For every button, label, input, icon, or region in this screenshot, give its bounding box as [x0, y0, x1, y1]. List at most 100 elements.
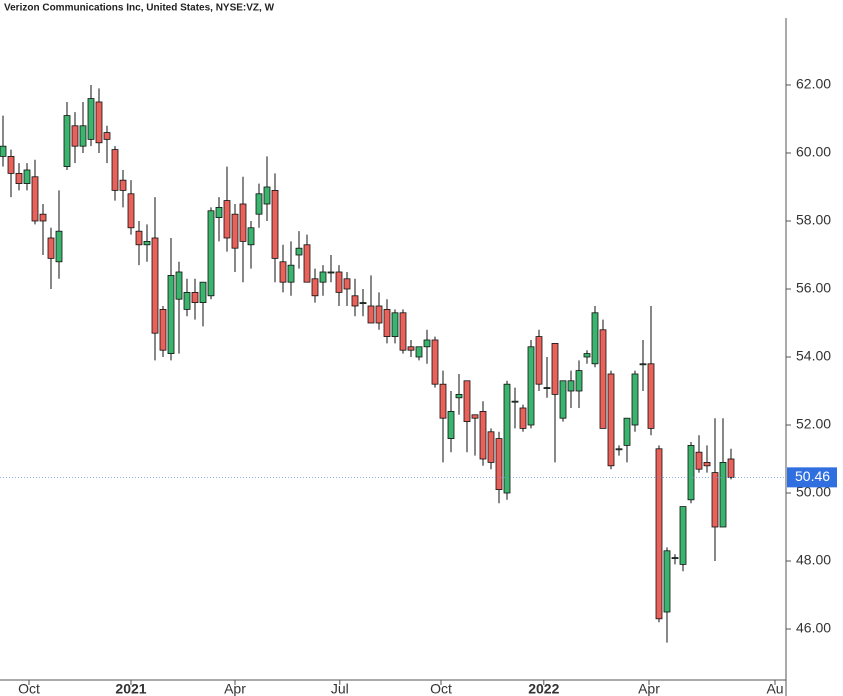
candle-body — [255, 193, 263, 215]
candle-body — [607, 373, 615, 467]
candle-body — [551, 342, 559, 395]
candle-body — [663, 550, 671, 613]
candle-body — [567, 380, 575, 392]
candle-body — [0, 145, 7, 157]
candle-body — [471, 414, 479, 419]
candle-body — [167, 274, 175, 354]
candle-body — [455, 393, 463, 399]
x-tick-label: 2022 — [528, 681, 559, 696]
candle-body — [391, 312, 399, 337]
candle-body — [431, 339, 439, 385]
candle-body — [191, 291, 199, 303]
candle-body — [519, 407, 527, 429]
candle-body — [327, 271, 335, 274]
candle-body — [271, 189, 279, 259]
candle-body — [303, 244, 311, 283]
candle-body — [319, 271, 327, 283]
candle-body — [287, 264, 295, 283]
candle-body — [535, 336, 543, 385]
candle-body — [183, 291, 191, 310]
y-tick-label: 52.00 — [796, 416, 831, 432]
candle-body — [415, 346, 423, 358]
candle-body — [655, 448, 663, 620]
x-tick-label: Oct — [18, 681, 40, 696]
candle-body — [447, 410, 455, 439]
candle-body — [727, 458, 735, 478]
candle-body — [159, 308, 167, 351]
y-tick-label: 50.00 — [796, 484, 831, 500]
last-price-label: 50.46 — [795, 468, 830, 484]
candle-body — [151, 237, 159, 334]
y-tick-label: 48.00 — [796, 552, 831, 568]
candle-body — [543, 387, 551, 389]
candle-body — [527, 346, 535, 426]
candle-body — [671, 557, 679, 559]
candle-body — [511, 400, 519, 403]
candle-body — [31, 176, 39, 222]
candle-body — [175, 271, 183, 300]
candle-body — [703, 461, 711, 467]
candle-body — [79, 125, 87, 147]
candle-body — [695, 451, 703, 470]
candle-body — [263, 186, 271, 205]
candle-body — [47, 237, 55, 259]
candle-body — [199, 281, 207, 303]
candle-body — [215, 206, 223, 218]
x-tick-label: Apr — [224, 681, 246, 696]
candle-body — [127, 193, 135, 229]
x-tick-label: Au — [766, 681, 783, 696]
candle-body — [719, 461, 727, 528]
x-tick-label: Apr — [638, 681, 660, 696]
candle-body — [119, 179, 127, 191]
candle-body — [239, 203, 247, 242]
candle-body — [55, 230, 63, 263]
candle-body — [639, 363, 647, 366]
candle-body — [223, 200, 231, 239]
candle-body — [351, 295, 359, 307]
candle-body — [135, 230, 143, 246]
x-tick-label: Jul — [331, 681, 349, 696]
y-tick-label: 54.00 — [796, 348, 831, 364]
candle-body — [87, 98, 95, 140]
candle-body — [367, 305, 375, 324]
y-tick-label: 56.00 — [796, 280, 831, 296]
candle-body — [679, 506, 687, 565]
candle-body — [207, 210, 215, 297]
candle-body — [375, 305, 383, 324]
candle-body — [591, 312, 599, 365]
x-tick-label: 2021 — [115, 681, 146, 696]
candle-body — [575, 370, 583, 392]
candle-body — [247, 227, 255, 246]
candle-body — [623, 417, 631, 446]
candle-body — [423, 339, 431, 348]
candle-body — [439, 383, 447, 419]
candle-body — [711, 472, 719, 528]
candle-body — [495, 438, 503, 490]
candle-body — [407, 346, 415, 351]
last-price-box — [787, 467, 837, 488]
y-tick-label: 60.00 — [796, 144, 831, 160]
y-tick-label: 62.00 — [796, 76, 831, 92]
candle-body — [95, 101, 103, 144]
candle-body — [143, 240, 151, 246]
candle-body — [295, 247, 303, 256]
candle-body — [39, 213, 47, 222]
candle-body — [583, 353, 591, 358]
candle-body — [559, 380, 567, 419]
candle-body — [383, 308, 391, 337]
candle-body — [7, 155, 15, 174]
candle-body — [359, 302, 367, 304]
candle-body — [631, 373, 639, 426]
candle-body — [399, 312, 407, 351]
candle-body — [279, 261, 287, 283]
candle-body — [599, 329, 607, 429]
candle-body — [335, 271, 343, 293]
candle-body — [311, 278, 319, 297]
candle-body — [615, 448, 623, 451]
candle-body — [479, 410, 487, 460]
candle-body — [503, 383, 511, 494]
x-tick-label: Oct — [430, 681, 452, 696]
chart-title: Verizon Communications Inc, United State… — [4, 3, 275, 14]
y-tick-label: 46.00 — [796, 620, 831, 636]
